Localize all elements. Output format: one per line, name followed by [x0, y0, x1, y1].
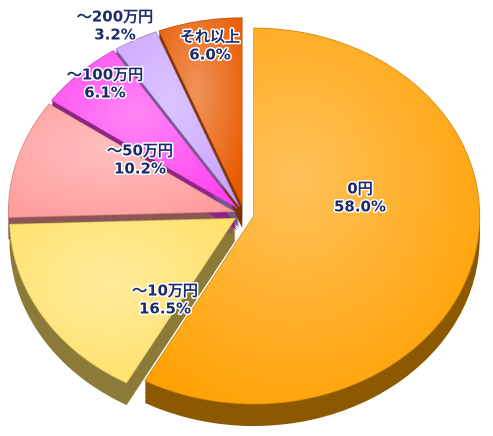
slice-shine: [9, 218, 236, 384]
slice-shine: [144, 28, 480, 405]
slice-shine: [158, 17, 243, 206]
slice-label: 0円: [347, 180, 372, 198]
slice-label: それ以上: [180, 28, 240, 46]
slice-value-label: 3.2%: [94, 26, 136, 44]
slice-shine: [51, 50, 238, 209]
slice-value-label: 10.2%: [114, 160, 166, 178]
slice-value-label: 16.5%: [139, 300, 191, 318]
slice-value-label: 6.0%: [189, 46, 231, 64]
pie-tops: [8, 17, 481, 405]
slice-label: ～200万円: [77, 8, 153, 26]
slice-shine: [115, 31, 240, 207]
slice-shine: [8, 104, 235, 218]
slice-value-label: 6.1%: [84, 84, 126, 102]
slice-value-label: 58.0%: [334, 198, 386, 216]
slice-label: ～10万円: [132, 282, 198, 300]
slice-label: ～100万円: [67, 66, 143, 84]
slice-label: ～50万円: [107, 142, 173, 160]
